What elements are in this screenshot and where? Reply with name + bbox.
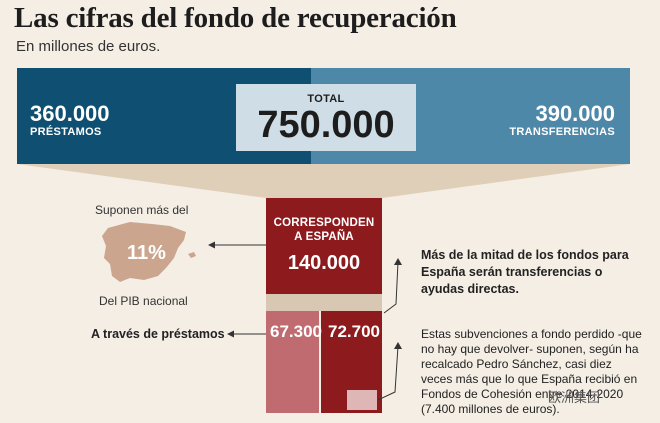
block-divider [266,294,382,311]
pib-arrow-head [208,241,215,249]
loans-value-label: 360.000 [30,101,110,126]
transfers-note-line [383,261,399,314]
cohesion-note: Estas subvenciones a fondo perdido -que … [421,327,642,416]
spain-loans-value-label: 67.300 [270,322,322,341]
pib-caption-bottom: Del PIB nacional [99,294,188,308]
cohesion-note-arrow-head [394,342,402,349]
transfers-note: Más de la mitad de los fondos para Españ… [421,248,629,296]
transfers-category-label: TRANSFERENCIAS [509,126,615,138]
loans-category-label: PRÉSTAMOS [30,126,102,138]
total-box: TOTAL 750.000 [236,84,416,151]
via-loans-label: A través de préstamos [91,327,225,341]
transfers-label-group: 390.000 TRANSFERENCIAS [509,101,615,139]
page-title: Las cifras del fondo de recuperación [14,2,457,34]
cohesion-funds-square [347,390,377,410]
spain-transfers-value-label: 72.700 [328,322,380,341]
cohesion-note-line [377,345,399,401]
total-caption: TOTAL [307,93,345,105]
spain-value-label: 140.000 [287,252,361,274]
page-subtitle: En millones de euros. [16,38,161,55]
pib-caption-top: Suponen más del [95,203,189,217]
loans-arrow-head [227,330,234,338]
transfers-value-label: 390.000 [535,101,615,126]
spain-caption-line2: A ESPAÑA [294,231,354,243]
pib-percentage: 11% [127,242,166,264]
spain-caption-line1: CORRESPONDEN [273,217,375,229]
total-value-label: 750.000 [257,104,395,146]
spain-block: CORRESPONDEN A ESPAÑA 140.000 [266,198,382,294]
watermark: 欧洲集团 [548,390,601,405]
transfers-note-arrow-head [394,258,402,265]
loans-label-group: 360.000 PRÉSTAMOS [30,101,110,139]
spain-map-icon [102,222,196,282]
spain-loans-bar [266,311,319,413]
spain-caption: CORRESPONDEN A ESPAÑA [266,216,382,244]
